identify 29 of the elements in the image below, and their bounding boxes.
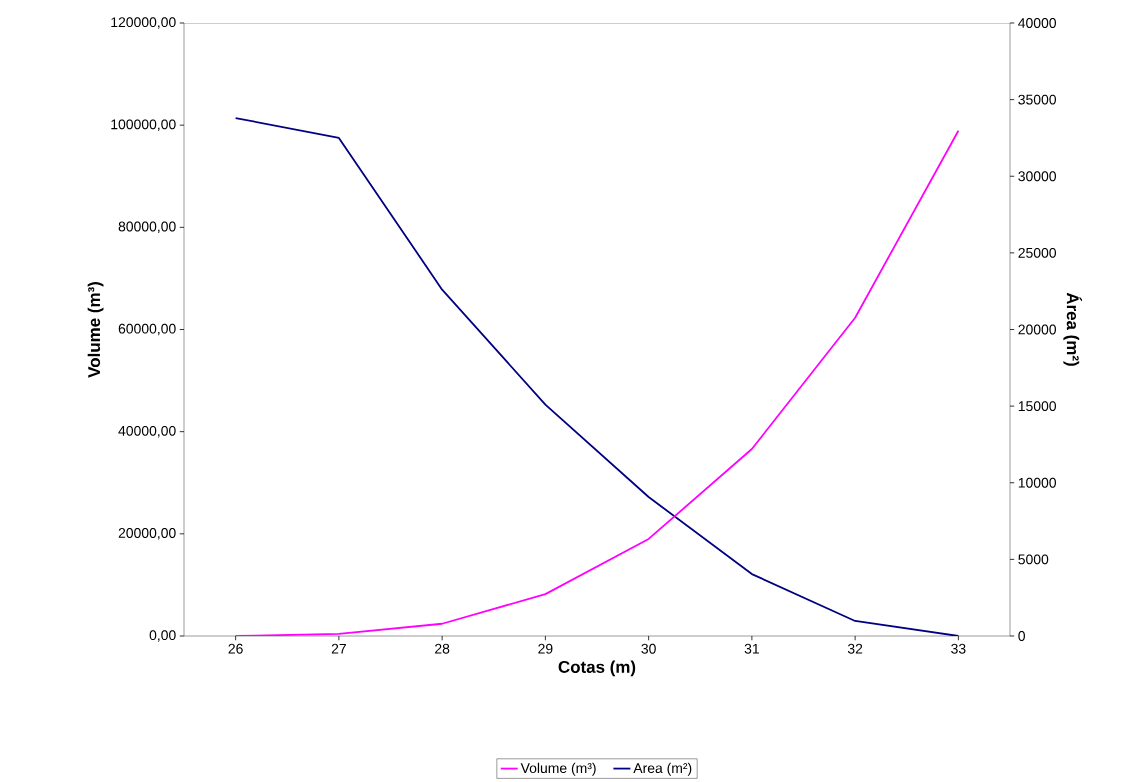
y-axis-title: Volume (m³): [87, 282, 104, 378]
x-tick-label: 29: [538, 643, 553, 654]
x-tick-label: 33: [951, 643, 966, 654]
x-axis-title: Cotas (m): [558, 660, 636, 677]
y2-tick-label: 0: [1018, 631, 1025, 641]
x-tick-label: 28: [435, 643, 450, 654]
y-tick-label: 20000,00: [118, 528, 176, 540]
y2-tick-label: 10000: [1018, 477, 1057, 488]
y-tick-label: 120000,00: [111, 17, 176, 29]
y2-axis-title: Área (m²): [1063, 292, 1082, 366]
y2-tick-label: 30000: [1018, 171, 1057, 182]
x-tick-label: 32: [847, 643, 863, 654]
y2-tick-label: 5000: [1018, 554, 1049, 565]
x-tick-label: 26: [228, 643, 243, 654]
x-tick-label: 27: [331, 643, 346, 654]
y-tick-label: 80000,00: [118, 221, 176, 234]
y2-tick-label: 25000: [1018, 247, 1057, 258]
y2-tick-label: 20000: [1018, 324, 1057, 335]
y-tick-label: 40000,00: [118, 425, 176, 438]
legend-label: Volume (m³): [520, 762, 596, 776]
y-tick-label: 60000,00: [118, 323, 176, 336]
legend-label: Area (m²): [633, 762, 692, 776]
y2-tick-label: 40000: [1018, 18, 1057, 28]
x-tick-label: 30: [641, 643, 656, 654]
y-tick-label: 100000,00: [111, 119, 176, 131]
y-tick-label: 0,00: [149, 630, 176, 642]
x-tick-label: 31: [744, 643, 759, 654]
y2-tick-label: 35000: [1018, 94, 1057, 105]
y2-tick-label: 15000: [1018, 401, 1057, 412]
